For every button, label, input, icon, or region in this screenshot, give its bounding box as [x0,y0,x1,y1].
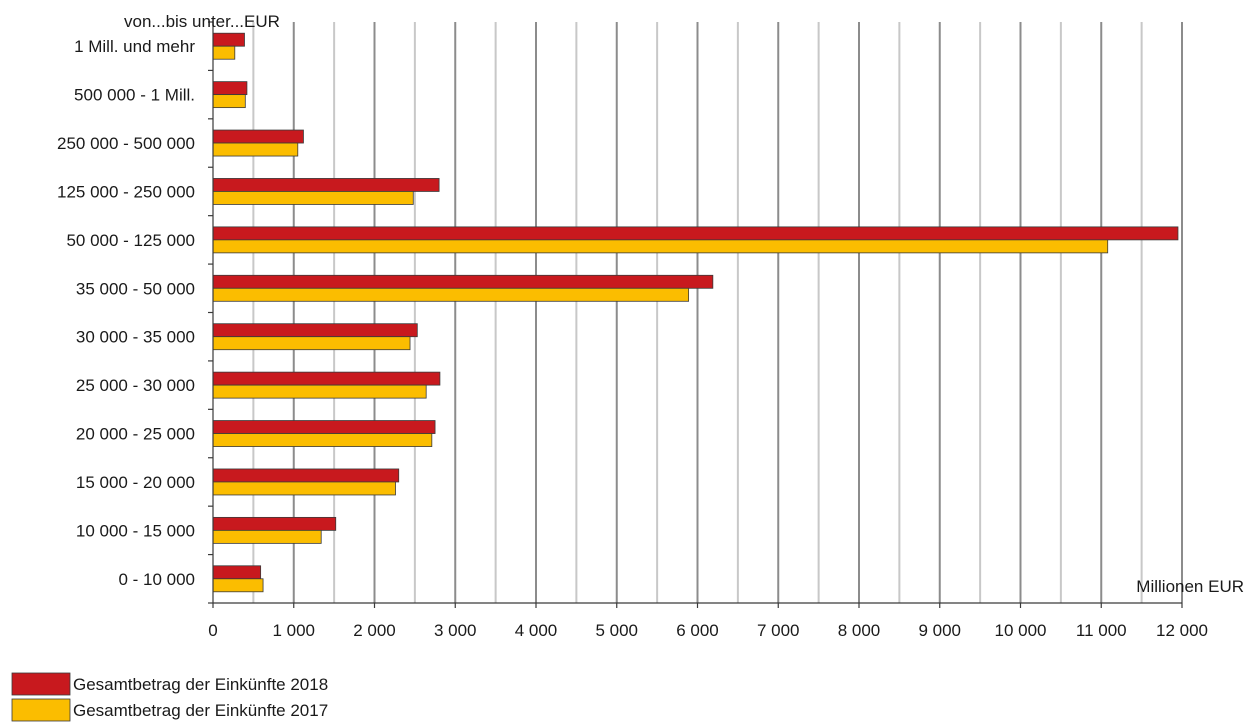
category-label: 1 Mill. und mehr [74,37,195,56]
bar-2018 [212,468,400,483]
category-axis-label: von...bis unter...EUR [124,12,280,31]
legend-label: Gesamtbetrag der Einkünfte 2017 [73,701,328,720]
bar-2018 [212,516,337,531]
x-tick-label: 8 000 [838,621,881,640]
legend-swatch [11,672,71,696]
bar-2017 [212,191,414,205]
bar-2018 [212,565,262,580]
bar-2018 [212,274,714,289]
category-label: 35 000 - 50 000 [76,279,195,298]
bar-2017 [212,287,690,302]
bar-2017 [212,45,236,60]
x-tick-label: 3 000 [434,621,477,640]
category-label: 10 000 - 15 000 [76,521,195,540]
bar-2018 [212,178,440,192]
x-tick-label: 0 [208,621,217,640]
x-tick-label: 1 000 [272,621,315,640]
x-tick-label: 5 000 [595,621,638,640]
bar-2018 [212,32,245,47]
bar-2018 [212,226,1179,241]
bar-2018 [212,323,418,338]
x-tick-label: 4 000 [515,621,558,640]
category-label: 250 000 - 500 000 [57,134,195,153]
category-label: 25 000 - 30 000 [76,376,195,395]
bar-2017 [212,529,322,544]
bar-2017 [212,384,427,399]
bar-2017 [212,142,299,157]
value-axis-label: Millionen EUR [1136,577,1244,596]
x-tick-label: 9 000 [918,621,961,640]
bar-2018 [212,129,304,144]
legend-label: Gesamtbetrag der Einkünfte 2018 [73,675,328,694]
bars [212,32,1179,593]
category-label: 20 000 - 25 000 [76,425,195,444]
bar-2017 [212,481,396,496]
labels: 1 Mill. und mehr 500 000 - 1 Mill. 250 000… [57,37,1208,640]
bar-2018 [212,81,248,96]
category-label: 500 000 - 1 Mill. [74,86,195,105]
bar-2017 [212,94,246,109]
bar-2017 [212,433,433,447]
grid-lines [252,22,1183,603]
category-label: 50 000 - 125 000 [66,231,195,250]
x-tick-label: 2 000 [353,621,396,640]
category-label: 15 000 - 20 000 [76,473,195,492]
legend: Gesamtbetrag der Einkünfte 2018 Gesamtbet… [11,672,328,722]
bar-2018 [212,371,441,386]
category-label: 125 000 - 250 000 [57,182,195,201]
bar-2017 [212,336,411,351]
bar-2017 [212,578,264,593]
x-tick-label: 10 000 [995,621,1047,640]
axes [208,21,1183,608]
x-tick-label: 11 000 [1076,621,1127,640]
legend-swatch [11,698,71,722]
x-tick-label: 6 000 [676,621,719,640]
category-label: 0 - 10 000 [118,570,195,589]
category-label: 30 000 - 35 000 [76,328,195,347]
bar-2017 [212,239,1109,254]
x-tick-label: 12 000 [1156,621,1208,640]
bar-2018 [212,420,436,434]
x-tick-label: 7 000 [757,621,800,640]
